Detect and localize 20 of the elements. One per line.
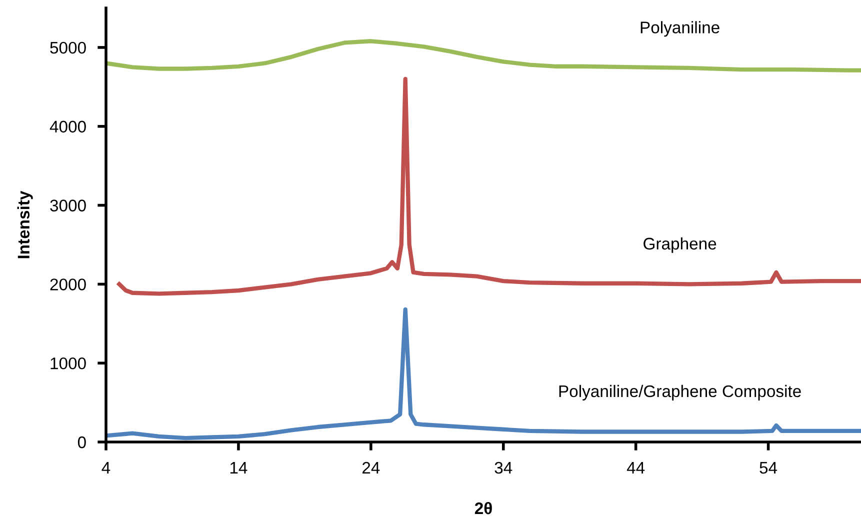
line-series — [106, 307, 861, 440]
series-label: Graphene — [644, 237, 716, 253]
y-tick-label: 4000 — [50, 120, 86, 133]
x-tick-label: 24 — [362, 462, 380, 474]
y-tick-label: 2000 — [50, 278, 86, 290]
line-series — [106, 39, 861, 72]
y-tick-label: 3000 — [50, 200, 86, 212]
y-tick-label: 0 — [78, 436, 86, 448]
line-series — [117, 76, 861, 296]
x-axis-title: 2θ — [474, 502, 492, 514]
x-tick-label: 44 — [626, 462, 645, 474]
x-tick-label: 34 — [494, 462, 512, 474]
x-tick-label: 14 — [230, 462, 248, 474]
series-label: Polyaniline/Graphene Composite — [559, 384, 801, 400]
x-tick-label: 4 — [102, 462, 110, 474]
y-tick-label: 5000 — [50, 42, 86, 54]
y-axis-title: Intensity — [17, 190, 33, 258]
series-label: Polyaniline — [640, 21, 720, 37]
y-tick-label: 1000 — [50, 357, 86, 370]
x-tick-label: 54 — [760, 462, 778, 474]
